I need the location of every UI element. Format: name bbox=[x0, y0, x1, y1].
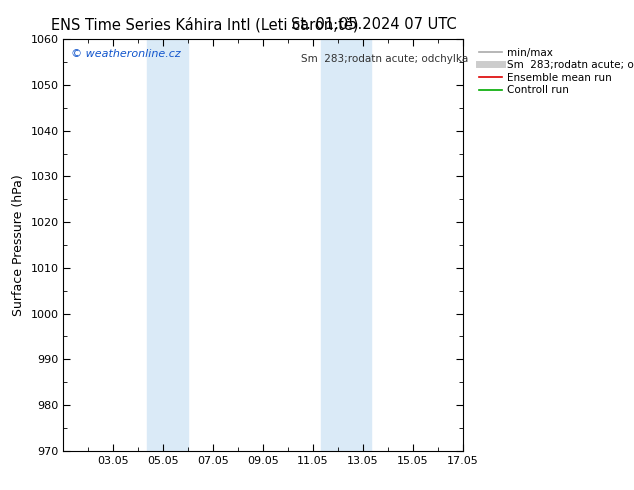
Bar bbox=[321, 39, 371, 451]
Text: St. 01.05.2024 07 UTC: St. 01.05.2024 07 UTC bbox=[291, 17, 456, 32]
Bar bbox=[146, 39, 188, 451]
Legend: min/max, Sm  283;rodatn acute; odchylka, Ensemble mean run, Controll run: min/max, Sm 283;rodatn acute; odchylka, … bbox=[476, 45, 634, 98]
Text: ENS Time Series Káhira Intl (Leti caron;tě): ENS Time Series Káhira Intl (Leti caron;… bbox=[51, 17, 358, 33]
Text: Sm  283;rodatn acute; odchylka: Sm 283;rodatn acute; odchylka bbox=[301, 53, 469, 64]
Text: © weatheronline.cz: © weatheronline.cz bbox=[72, 49, 181, 59]
Y-axis label: Surface Pressure (hPa): Surface Pressure (hPa) bbox=[12, 174, 25, 316]
